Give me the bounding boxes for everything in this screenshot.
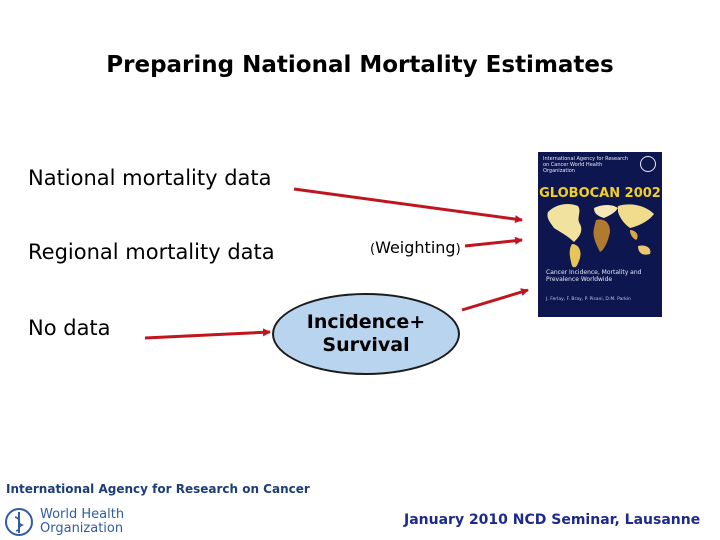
incidence-survival-ellipse: Incidence+ Survival: [272, 293, 460, 375]
who-line-1: World Health: [40, 507, 125, 522]
weighting-label: (Weighting): [370, 238, 461, 257]
no-data-label: No data: [28, 316, 111, 340]
arrow-national-to-globocan: [293, 187, 523, 224]
who-logo-text: World Health Organization: [40, 508, 124, 536]
iarc-logo-text: International Agency for Research on Can…: [6, 482, 310, 496]
who-line-2: Organization: [40, 521, 124, 536]
cover-authors: J. Ferlay, F. Bray, P. Pisani, D.M. Park…: [546, 297, 631, 302]
arrow-incidence-to-globocan: [461, 288, 529, 312]
who-emblem-icon: [5, 508, 33, 536]
survival-line: Survival: [322, 334, 410, 356]
arrow-nodata-to-incidence: [144, 328, 271, 340]
incidence-line: Incidence+: [306, 311, 426, 333]
cover-brand: GLOBOCAN 2002: [539, 186, 661, 201]
footer-caption: January 2010 NCD Seminar, Lausanne: [404, 512, 701, 528]
cover-subtitle: Cancer Incidence, Mortality and Prevalen…: [546, 269, 642, 283]
globocan-cover-image: International Agency for Research on Can…: [538, 152, 662, 317]
national-mortality-label: National mortality data: [28, 166, 272, 190]
arrow-regional-to-incidence: [305, 245, 365, 260]
cover-header: International Agency for Research on Can…: [543, 156, 629, 174]
world-map-icon: [547, 204, 654, 268]
un-globe-icon: [640, 156, 656, 172]
weighting-text: Weighting: [375, 238, 456, 257]
arrow-weighting-to-globocan: [464, 236, 523, 248]
slide-title: Preparing National Mortality Estimates: [106, 52, 614, 78]
regional-mortality-label: Regional mortality data: [28, 240, 275, 264]
